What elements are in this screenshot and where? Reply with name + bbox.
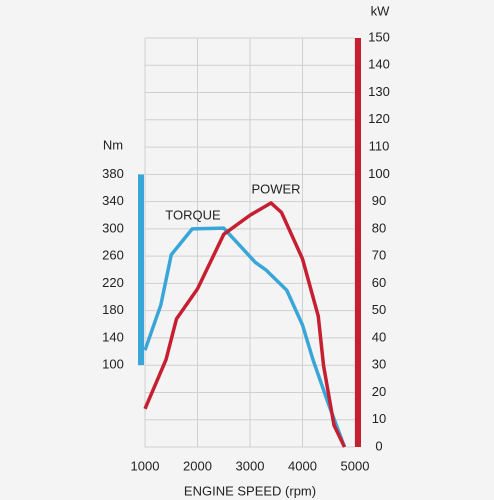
y2-tick-label: 60 — [372, 275, 386, 290]
y2-tick-label: 30 — [372, 357, 386, 372]
y-tick-label: 340 — [102, 193, 124, 208]
series-line — [143, 201, 347, 448]
series-line — [143, 226, 347, 448]
y2-tick-label: 0 — [375, 438, 382, 453]
y2-tick-label: 120 — [368, 111, 390, 126]
y2-tick-label: 10 — [372, 411, 386, 426]
y2-tick-label: 90 — [372, 193, 386, 208]
series-label: POWER — [251, 181, 300, 196]
y2-tick-label: 140 — [368, 57, 390, 72]
y-tick-label: 100 — [102, 357, 124, 372]
y2-tick-label: 80 — [372, 220, 386, 235]
y2-tick-label: 150 — [368, 29, 390, 44]
y-tick-label: 180 — [102, 302, 124, 317]
y2-tick-label: 50 — [372, 302, 386, 317]
y2-tick-label: 110 — [369, 139, 390, 154]
y-tick-label: 260 — [102, 248, 124, 263]
y-tick-label: 300 — [102, 220, 124, 235]
y-tick-label: 140 — [102, 329, 124, 344]
x-axis-label: ENGINE SPEED (rpm) — [184, 483, 316, 498]
y2-tick-label: 100 — [368, 166, 390, 181]
x-tick-label: 1000 — [131, 458, 160, 473]
y-tick-label: 380 — [102, 166, 124, 181]
y2-tick-label: 40 — [372, 329, 386, 344]
y-axis-label: Nm — [103, 137, 123, 152]
x-tick-label: 2000 — [183, 458, 212, 473]
y2-tick-label: 20 — [372, 384, 386, 399]
y2-tick-label: 130 — [368, 84, 390, 99]
series-label: TORQUE — [165, 207, 221, 222]
y2-axis-label: kW — [371, 3, 391, 18]
x-tick-label: 4000 — [288, 458, 317, 473]
x-tick-label: 5000 — [341, 458, 370, 473]
y2-tick-label: 70 — [372, 248, 386, 263]
y-tick-label: 220 — [102, 275, 124, 290]
x-tick-label: 3000 — [236, 458, 265, 473]
